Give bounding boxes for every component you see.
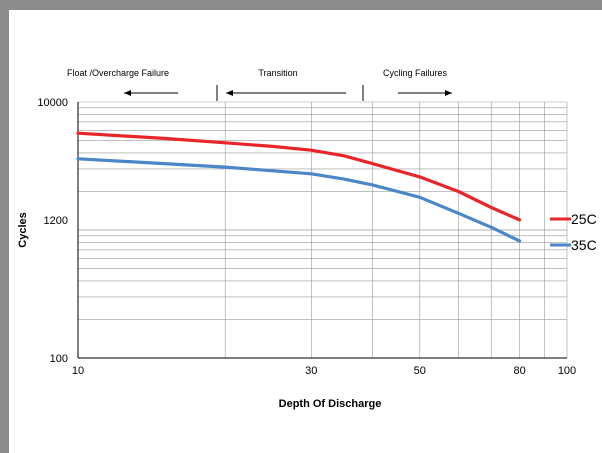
legend-label-35c: 35C (571, 237, 597, 253)
x-tick-label: 50 (414, 365, 426, 377)
y-axis-title: Cycles (17, 212, 29, 247)
legend-label-25c: 25C (571, 211, 597, 227)
x-tick-label: 80 (513, 365, 525, 377)
y-tick-label: 100 (50, 353, 68, 365)
region-arrow-float (124, 90, 178, 96)
legend: 25C 35C (550, 211, 597, 253)
x-tick-label: 10 (72, 365, 84, 377)
y-tick-label: 10000 (37, 97, 68, 109)
region-arrow-cycling (398, 90, 452, 96)
x-tick-label: 100 (558, 365, 576, 377)
region-label-cycling: Cycling Failures (383, 68, 448, 78)
region-label-transition: Transition (258, 68, 297, 78)
series-line-25c (76, 131, 522, 222)
region-arrow-transition (226, 90, 346, 96)
x-tick-label: 30 (305, 365, 317, 377)
x-axis-title: Depth Of Discharge (279, 398, 382, 410)
series-line-35c (76, 157, 522, 243)
region-label-float: Float /Overcharge Failure (67, 68, 169, 78)
y-tick-label: 1200 (44, 215, 68, 227)
